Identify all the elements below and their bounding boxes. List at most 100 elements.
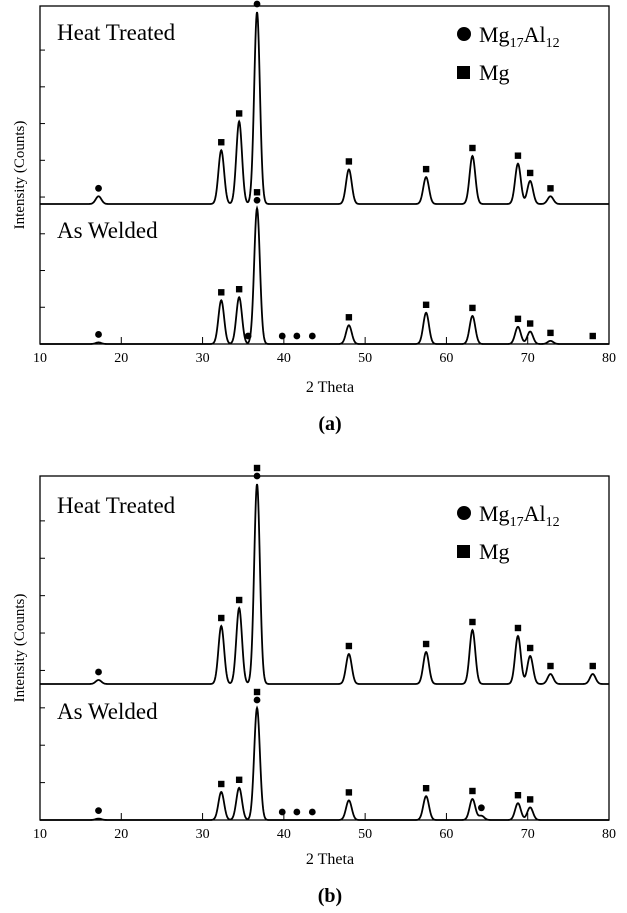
mg-peak-marker	[345, 642, 353, 650]
mg-peak-marker	[469, 618, 476, 626]
series-heat-treated: Heat Treated	[40, 464, 609, 685]
mg17al12-peak-marker	[308, 332, 316, 340]
x-tick-label: 80	[602, 827, 616, 842]
panel-label: (a)	[318, 413, 341, 435]
xrd-panel-b: 10 20 30 40 50 60 70 80 2 Theta Intensity (Counts…	[12, 464, 616, 907]
x-tick-label: 70	[521, 827, 535, 842]
y-axis-title: Intensity (Counts)	[12, 594, 28, 703]
series-as-welded: As Welded	[40, 189, 609, 345]
mg-peak-marker	[589, 662, 596, 670]
panel-label: (b)	[318, 885, 342, 907]
mg-peak-marker	[218, 139, 225, 146]
series-as-welded: As Welded	[40, 688, 609, 821]
mg17al12-peak-marker	[293, 332, 301, 340]
x-tick-label: 40	[277, 351, 291, 366]
x-tick-label: 20	[114, 827, 128, 842]
mg17al12-peak-marker	[477, 804, 485, 812]
series-label: As Welded	[57, 699, 158, 724]
x-axis-title: 2 Theta	[306, 851, 354, 868]
x-tick-label: 50	[358, 351, 372, 366]
circle-marker-icon	[457, 27, 471, 41]
mg17al12-peak-marker	[308, 808, 316, 816]
mg17al12-peak-marker	[95, 184, 102, 192]
mg-peak-marker	[235, 286, 243, 293]
mg-peak-marker	[253, 464, 261, 472]
legend-mg17al12-label: Mg17Al12	[479, 501, 560, 530]
x-tick-label: 50	[358, 827, 372, 842]
mg-peak-marker	[526, 320, 534, 327]
series-label: Heat Treated	[57, 20, 176, 45]
mg-peak-marker	[345, 789, 353, 796]
mg-peak-marker	[526, 644, 534, 652]
mg-peak-marker	[469, 787, 476, 795]
mg-peak-marker	[514, 624, 522, 632]
mg-peak-marker	[514, 152, 522, 159]
xrd-trace-line	[40, 483, 609, 685]
mg-peak-marker	[589, 332, 596, 340]
x-tick-label: 30	[196, 827, 210, 842]
x-tick-label: 60	[439, 827, 453, 842]
mg17al12-peak-marker	[253, 472, 261, 480]
mg17al12-peak-marker	[293, 808, 301, 816]
circle-marker-icon	[457, 506, 471, 520]
mg-peak-marker	[235, 776, 243, 783]
legend-mg-label: Mg	[479, 60, 510, 85]
mg17al12-peak-marker	[278, 332, 286, 340]
mg-peak-marker	[235, 110, 243, 117]
square-marker-icon	[457, 545, 470, 558]
x-tick-label: 20	[114, 351, 128, 366]
y-axis-title: Intensity (Counts)	[12, 121, 28, 230]
mg-peak-marker	[422, 301, 430, 308]
plot-frame	[39, 475, 610, 821]
mg17al12-peak-marker	[253, 696, 261, 704]
marker-legend: Mg17Al12 Mg	[457, 501, 560, 564]
mg-peak-marker	[547, 185, 554, 192]
mg17al12-peak-marker	[253, 0, 261, 8]
mg17al12-peak-marker	[244, 332, 252, 340]
x-tick-label: 10	[33, 351, 47, 366]
mg-peak-marker	[514, 315, 522, 323]
mg-peak-marker	[422, 785, 430, 792]
x-tick-label: 30	[196, 351, 210, 366]
mg-peak-marker	[547, 329, 554, 337]
plot-frame	[39, 5, 610, 345]
mg-peak-marker	[253, 688, 261, 696]
mg-peak-marker	[218, 614, 225, 622]
x-tick-label: 10	[33, 827, 47, 842]
marker-legend: Mg17Al12 Mg	[457, 22, 560, 85]
xrd-trace-line	[40, 205, 609, 345]
xrd-panel-a: 10 20 30 40 50 60 70 80 2 Theta Intensity (Counts…	[12, 0, 616, 435]
mg-peak-marker	[218, 289, 225, 296]
series-label: As Welded	[57, 218, 158, 243]
mg-peak-marker	[253, 189, 261, 196]
mg-peak-marker	[514, 792, 522, 799]
mg-peak-marker	[547, 662, 554, 670]
mg17al12-peak-marker	[95, 807, 102, 814]
x-tick-label: 40	[277, 827, 291, 842]
mg17al12-peak-marker	[278, 808, 286, 816]
mg-peak-marker	[526, 796, 534, 803]
mg17al12-peak-marker	[95, 331, 102, 338]
mg17al12-peak-marker	[253, 196, 261, 204]
series-heat-treated: Heat Treated	[40, 0, 609, 205]
legend-mg17al12-label: Mg17Al12	[479, 22, 560, 51]
mg-peak-marker	[345, 314, 353, 321]
mg-peak-marker	[526, 169, 534, 177]
mg17al12-peak-marker	[95, 668, 102, 676]
x-tick-label: 70	[521, 351, 535, 366]
x-tick-label: 80	[602, 351, 616, 366]
mg-peak-marker	[469, 304, 476, 312]
x-tick-label: 60	[439, 351, 453, 366]
x-axis-title: 2 Theta	[306, 379, 354, 396]
xrd-trace-line	[40, 11, 609, 205]
legend-mg-label: Mg	[479, 539, 510, 564]
mg-peak-marker	[235, 596, 243, 604]
mg-peak-marker	[218, 780, 225, 788]
series-label: Heat Treated	[57, 493, 176, 518]
mg-peak-marker	[345, 158, 353, 165]
mg-peak-marker	[422, 165, 430, 173]
mg-peak-marker	[422, 640, 430, 648]
xrd-trace-line	[40, 705, 609, 821]
square-marker-icon	[457, 66, 470, 79]
